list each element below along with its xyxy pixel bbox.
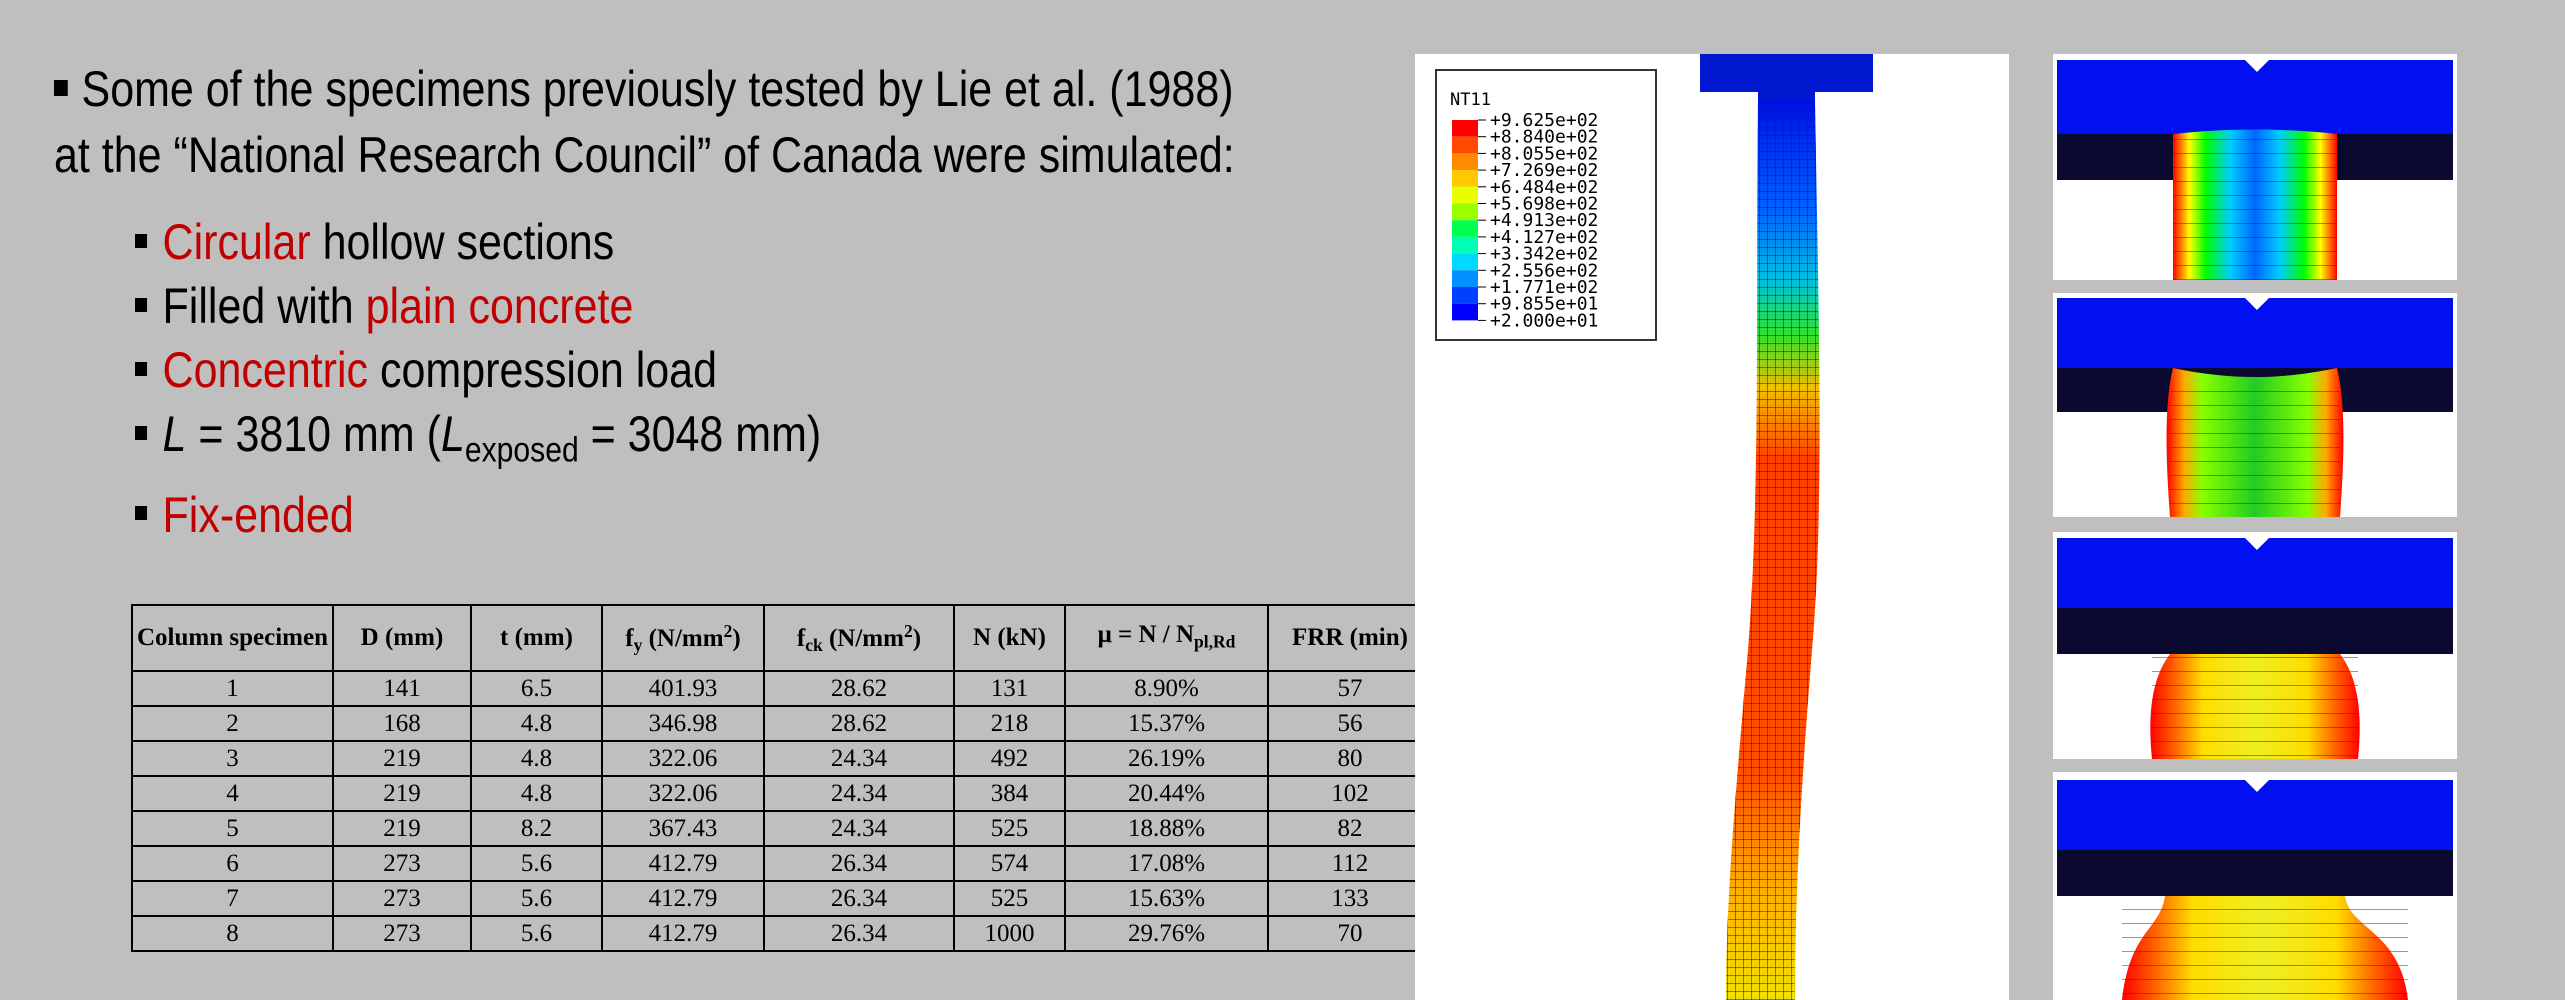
legend-label: +2.000e+01 <box>1490 310 1598 331</box>
legend-swatch <box>1452 170 1478 187</box>
section-panel <box>2053 772 2457 1000</box>
legend-swatch <box>1452 120 1478 137</box>
section-panel <box>2053 293 2457 517</box>
section-panel <box>2053 532 2457 759</box>
legend-swatch <box>1452 270 1478 287</box>
legend-swatch <box>1452 187 1478 204</box>
legend-swatch <box>1452 287 1478 304</box>
simulation-figures: NT11+9.625e+02+8.840e+02+8.055e+02+7.269… <box>0 0 2565 1000</box>
legend-swatch <box>1452 204 1478 221</box>
legend-swatch <box>1452 304 1478 321</box>
legend: NT11+9.625e+02+8.840e+02+8.055e+02+7.269… <box>1450 90 1598 331</box>
legend-swatch <box>1452 254 1478 271</box>
legend-title: NT11 <box>1450 90 1491 110</box>
legend-swatch <box>1452 137 1478 154</box>
slide: {"intro": [ [{"text": "Some of the speci… <box>0 0 2565 1000</box>
legend-swatch <box>1452 220 1478 237</box>
section-panel <box>2053 54 2457 280</box>
legend-swatch <box>1452 237 1478 254</box>
legend-swatch <box>1452 153 1478 170</box>
